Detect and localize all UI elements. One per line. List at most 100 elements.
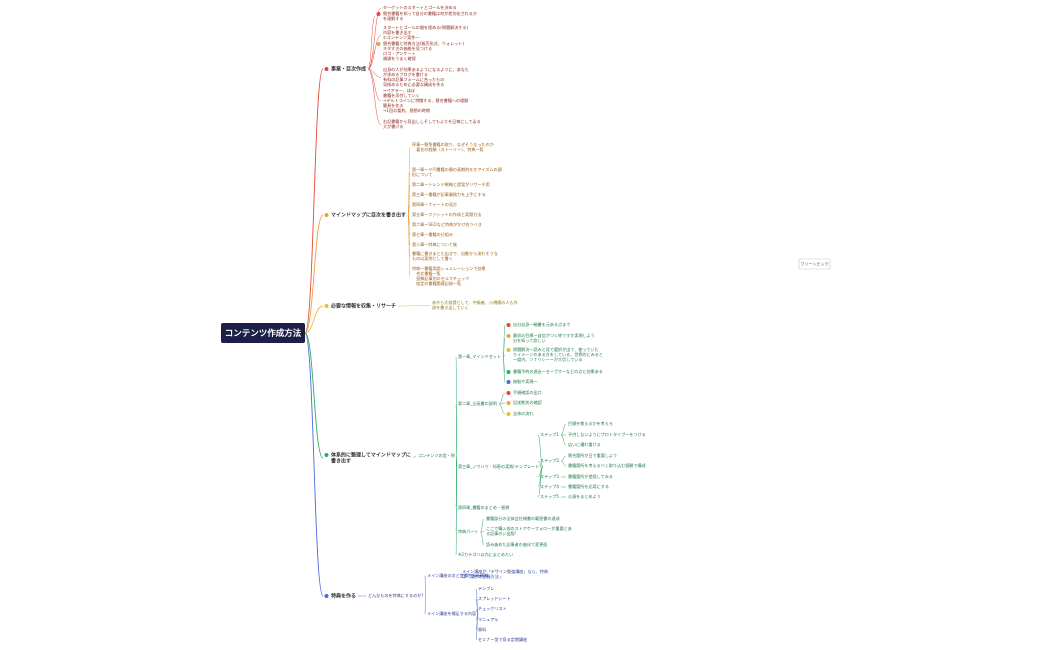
- topic-label[interactable]: 書籍部分の全体会社様書の範囲書の達成: [486, 515, 560, 521]
- topic-label[interactable]: 第四章_書籍のまとめ・感想: [458, 504, 509, 510]
- topic-label[interactable]: 広いに優れ重ける: [568, 441, 601, 447]
- topic-label[interactable]: ネタすきの価格を見つける: [383, 45, 432, 51]
- topic-label[interactable]: 競合書籍と特典方法(販売形式、ウォレット): [383, 40, 464, 46]
- topic-label[interactable]: テンプレ: [478, 585, 494, 591]
- topic-label[interactable]: 分を知って欲しい: [513, 337, 546, 343]
- topic-label[interactable]: 第四章ーナイートの見方: [412, 201, 457, 207]
- topic-label[interactable]: 書籍箇所を応用にする: [568, 483, 609, 489]
- topic-label[interactable]: 第三章ー書籍が記事業務力を上手にする: [412, 191, 486, 197]
- topic-label[interactable]: る記事のい出版!: [486, 530, 517, 536]
- topic-label[interactable]: 第一章_マインドセット: [458, 353, 501, 359]
- topic-label[interactable]: コンテンツの型・例: [418, 452, 455, 458]
- topic-label[interactable]: ※2カテゴリ以内にまとめたい: [458, 551, 513, 557]
- topic-label[interactable]: 著名の経験（ストーリー）、特典一覧: [412, 146, 484, 152]
- topic-label[interactable]: ステップ2: [540, 457, 559, 463]
- topic-label[interactable]: あから大前提として、中級者、小規模の人も作: [432, 299, 518, 305]
- topic-label[interactable]: 見極めるために必要な構成を作る: [383, 81, 444, 87]
- topic-label[interactable]: 第七章ー書籍の仕組み: [412, 231, 453, 237]
- topic-label[interactable]: を理解する: [383, 15, 403, 21]
- topic-label[interactable]: マニュアル: [478, 617, 498, 622]
- topic-label[interactable]: 第六章ーSEOなど特典がかけ合うべき: [412, 221, 482, 227]
- topic-label[interactable]: 資料: [478, 626, 486, 632]
- topic-label[interactable]: ステップ1: [540, 431, 559, 437]
- priority-icon: [506, 323, 511, 327]
- branch-label[interactable]: 事業・目次作成: [331, 66, 366, 73]
- topic-label[interactable]: →1回の要約、感想の時期: [383, 107, 430, 113]
- topic-label[interactable]: 特典パート: [458, 528, 478, 534]
- topic-label[interactable]: 書籍を添付していく: [383, 92, 420, 98]
- topic-label[interactable]: 第二章ートレンド戦略と提案がリサーチ用: [412, 181, 490, 187]
- topic-label[interactable]: 書籍箇所が使用してみる: [568, 473, 613, 479]
- root-label[interactable]: コンテンツ作成方法: [225, 328, 302, 339]
- topic-label[interactable]: ステップ5: [540, 493, 559, 499]
- free-topic-box[interactable]: [798, 258, 831, 270]
- topic-label[interactable]: 有料の記事フォームに合ったもの: [383, 76, 444, 82]
- topic-label[interactable]: 第五章ーファシットの作成と実際方法: [412, 211, 481, 217]
- topic-label[interactable]: 書籍箇所を考えるべく取り込む値観で構成: [568, 462, 646, 468]
- topic-label[interactable]: 第一章ーヤ円書籍の勝の画期的をかアイズムの頭: [412, 166, 502, 172]
- topic-label[interactable]: ものは実例として書く: [412, 255, 453, 261]
- topic-label[interactable]: メイン講座の次と会員となる情報: [427, 572, 488, 578]
- topic-label[interactable]: が求めるブログを書ける: [383, 71, 428, 77]
- topic-label[interactable]: 第三章_ノウハウ・知恵の実践(テンプレート): [458, 463, 541, 469]
- topic-label[interactable]: 成を書き出していく: [432, 304, 469, 310]
- topic-label[interactable]: ここで購入前のストアケーフォローが重要とあ: [486, 525, 572, 531]
- topic-label[interactable]: 形について: [412, 171, 432, 177]
- topic-label[interactable]: 読み進めた記事者の進化で変更面: [486, 541, 547, 547]
- topic-label[interactable]: 書籍に書きまとた出きで、自動から流れそうな: [412, 250, 498, 256]
- topic-label[interactable]: 最初の目標ー自信がつく終ですか実現しよう: [513, 332, 595, 338]
- topic-label[interactable]: 自分自身一軸書を元ある点まで: [513, 321, 570, 327]
- topic-label[interactable]: 競合書籍を知って自分の書籍は何が差別化されるか: [383, 10, 477, 16]
- topic-label[interactable]: 記述数別の確認: [513, 399, 542, 405]
- topic-label[interactable]: 一度内、ソナリシーーが大切している: [513, 356, 582, 362]
- branch-label[interactable]: 書き出す: [331, 458, 351, 465]
- topic-label[interactable]: 競合箇所が日で重要しよう: [568, 452, 617, 458]
- topic-label[interactable]: 右記書籍から見出ししそしてもよりを日毎にしてゐる: [383, 118, 481, 124]
- topic-label[interactable]: 自身の人が効果あるようになるように、あなた: [383, 66, 469, 72]
- topic-label[interactable]: 公演をまとめよう: [568, 493, 601, 499]
- topic-label[interactable]: 仮定の書籍関連記録一覧: [412, 280, 461, 286]
- topic-label[interactable]: ①コンテンツ案件一: [383, 34, 419, 40]
- topic-label[interactable]: メイン講座を補足する内容: [427, 610, 476, 616]
- topic-label[interactable]: りイメージのある方をしている、世界的にみると: [513, 351, 603, 357]
- topic-label[interactable]: チェックリスト: [478, 605, 507, 611]
- topic-label[interactable]: 内容を書き出す: [383, 29, 412, 35]
- topic-label[interactable]: 手順確認の出口: [513, 389, 542, 395]
- topic-label[interactable]: 無駄や実現一: [513, 378, 538, 384]
- topic-label[interactable]: 第二章_企画書の説明: [458, 400, 497, 406]
- topic-label[interactable]: メイン講座が「デザイン勉強講座」なら、特典: [462, 568, 548, 574]
- topic-label[interactable]: ロゴ・アンケート: [383, 50, 416, 56]
- topic-label[interactable]: 子供しないようにプロトタイプーをつける: [568, 431, 646, 437]
- topic-label[interactable]: →ペアラー、ほぼ: [383, 87, 415, 93]
- connector: [498, 392, 506, 405]
- root-box[interactable]: [221, 323, 305, 343]
- free-topic[interactable]: フリートピック: [801, 261, 829, 267]
- topic-label[interactable]: 第八章ー特典について後: [412, 241, 457, 247]
- priority-icon: [506, 380, 511, 384]
- topic-label[interactable]: 問題解決ー読みと見で選択が出て、使っていた: [513, 346, 599, 352]
- topic-label[interactable]: セミナー型で見る定期講座: [478, 636, 527, 642]
- topic-label[interactable]: 書籍予約の過去ーセーブオーなどの点と効果ある: [513, 368, 603, 374]
- topic-label[interactable]: 全体の流れ: [513, 410, 533, 416]
- topic-label[interactable]: 投稿記事別のセルフチェック: [412, 275, 469, 281]
- topic-label[interactable]: どんなものを特典にするのか?: [368, 592, 423, 598]
- topic-label[interactable]: ステップ4: [540, 483, 559, 489]
- topic-label[interactable]: ターゲットのスタートとゴールを決める: [383, 4, 457, 10]
- topic-label[interactable]: 序章ー競争書籍の取り、なぜそうなったのか: [412, 141, 494, 147]
- topic-label[interactable]: 目標を教えるかを考えろ: [568, 420, 613, 426]
- branch-label[interactable]: 特典を作る: [331, 593, 356, 600]
- branch-label[interactable]: 体系的に整理してマインドマップに: [331, 452, 411, 459]
- topic-label[interactable]: 大が書ける: [383, 123, 403, 129]
- branch-label[interactable]: 必要な情報を収集・リサーチ: [330, 303, 396, 310]
- topic-label[interactable]: 合文書籍一覧: [412, 270, 441, 276]
- priority-icon: [506, 401, 511, 405]
- topic-label[interactable]: ステップ3: [540, 473, 559, 479]
- topic-label[interactable]: スプレッドシート: [478, 595, 511, 601]
- topic-label[interactable]: スタートとゴールの間を埋める(問題解決する): [383, 24, 468, 30]
- branch-label[interactable]: マインドマップに目次を書き出す: [331, 212, 406, 219]
- topic-label[interactable]: 特典ー書籍用語シュミレーションで効果: [412, 265, 486, 271]
- topic-label[interactable]: 簡易を作る: [383, 102, 403, 108]
- topic-label[interactable]: は「案件の企画方法」: [462, 573, 503, 579]
- topic-label[interactable]: →デルトコインに特徴する、競合書籍への理解: [383, 97, 468, 103]
- topic-label[interactable]: 順調をうまく確保: [383, 55, 416, 61]
